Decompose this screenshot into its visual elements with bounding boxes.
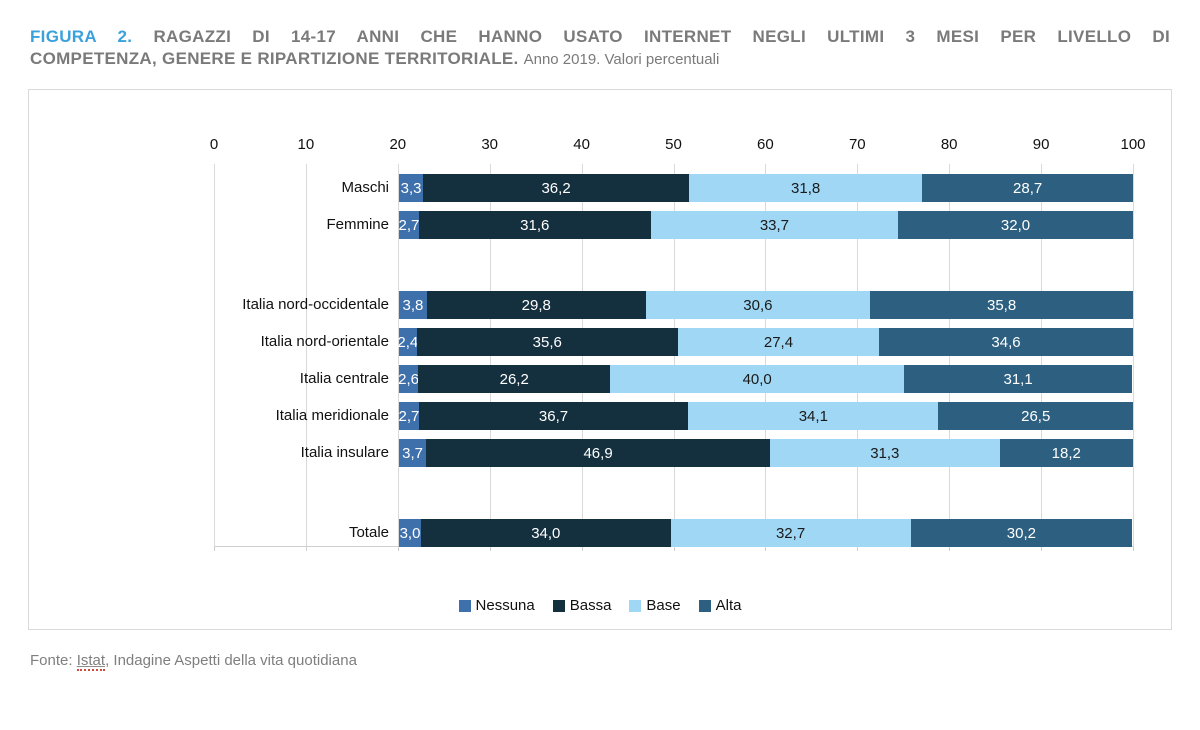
legend-swatch-icon: [552, 599, 565, 612]
row-spacer: [214, 476, 1133, 519]
x-tick-label: 10: [297, 136, 315, 153]
bar-segment-bassa: 36,7: [418, 402, 689, 430]
bar-row: Italia centrale 2,6 26,2 40,0 31,1: [214, 365, 1133, 393]
row-label: Femmine: [326, 216, 389, 233]
x-tick-label: 30: [481, 136, 499, 153]
legend-item-alta: Alta: [698, 597, 742, 614]
bar-segment-alta: 26,5: [938, 402, 1133, 430]
x-tick-label: 60: [757, 136, 774, 153]
x-tick-label: 80: [940, 136, 958, 153]
bar-segment-bassa: 34,0: [421, 519, 671, 547]
source-rest: , Indagine Aspetti della vita quotidiana: [105, 652, 357, 669]
x-tick-label: 50: [665, 136, 682, 153]
bar-segment-nessuna: 2,7: [398, 402, 419, 430]
row-label: Maschi: [341, 179, 389, 196]
bar-segment-alta: 28,7: [922, 174, 1133, 202]
bar-row: Italia insulare 3,7 46,9 31,3 18,2: [214, 439, 1133, 467]
bar-segment-base: 31,3: [770, 439, 1000, 467]
x-tick-label: 90: [1032, 136, 1050, 153]
bar-row: Totale 3,0 34,0 32,7 30,2: [214, 519, 1133, 547]
bar-row: Italia meridionale 2,7 36,7 34,1 26,5: [214, 402, 1133, 430]
bar-track: 3,7 46,9 31,3 18,2: [399, 439, 1133, 467]
bar-segment-bassa: 29,8: [426, 291, 646, 319]
title-text-1: RAGAZZI DI 14-17 ANNI CHE HANNO USATO IN…: [153, 27, 1170, 46]
title-text-2: COMPETENZA, GENERE E RIPARTIZIONE TERRIT…: [30, 49, 519, 68]
bar-segment-alta: 35,8: [870, 291, 1133, 319]
bar-row: Femmine 2,7 31,6 33,7 32,0: [214, 211, 1133, 239]
bar-row: Italia nord-orientale 2,4 35,6 27,4 34,6: [214, 328, 1133, 356]
bar-segment-base: 31,8: [688, 174, 923, 202]
row-label: Italia centrale: [299, 370, 389, 387]
chart-panel: 0 10 20 30 40 50 60 70 80 90 100 Maschi 3,3 36,2 31,8…: [28, 89, 1172, 630]
bar-segment-base: 32,7: [670, 519, 911, 547]
gridline: [1133, 164, 1134, 546]
bar-segment-base: 27,4: [677, 328, 880, 356]
source-prefix: Fonte:: [30, 652, 77, 669]
figure-number: FIGURA 2.: [30, 27, 133, 46]
legend-item-bassa: Bassa: [552, 597, 612, 614]
bar-segment-nessuna: 2,4: [397, 328, 418, 356]
bar-segment-nessuna: 3,8: [399, 291, 427, 319]
figure-title: FIGURA 2. RAGAZZI DI 14-17 ANNI CHE HANN…: [30, 26, 1170, 71]
bar-segment-bassa: 26,2: [418, 365, 611, 393]
bar-segment-bassa: 31,6: [418, 211, 651, 239]
row-label: Italia nord-occidentale: [242, 296, 389, 313]
axis-tick: [1133, 546, 1134, 551]
bar-segment-nessuna: 2,6: [398, 365, 419, 393]
title-line-1: FIGURA 2. RAGAZZI DI 14-17 ANNI CHE HANN…: [30, 26, 1170, 48]
bar-segment-alta: 32,0: [898, 211, 1133, 239]
bar-track: 3,8 29,8 30,6 35,8: [399, 291, 1133, 319]
x-tick-label: 70: [848, 136, 866, 153]
bar-row: Maschi 3,3 36,2 31,8 28,7: [214, 174, 1133, 202]
legend-label: Nessuna: [475, 597, 535, 614]
bar-segment-bassa: 46,9: [426, 439, 771, 467]
legend-swatch-icon: [458, 599, 471, 612]
bar-segment-alta: 34,6: [879, 328, 1133, 356]
legend: Nessuna Bassa Base Alta: [29, 597, 1171, 614]
bar-track: 3,0 34,0 32,7 30,2: [399, 519, 1133, 547]
bar-track: 2,7 36,7 34,1 26,5: [398, 402, 1133, 430]
x-tick-label: 100: [1120, 136, 1146, 153]
row-spacer: [214, 248, 1133, 291]
legend-label: Alta: [715, 597, 742, 614]
x-tick-label: 20: [389, 136, 407, 153]
legend-item-nessuna: Nessuna: [458, 597, 535, 614]
row-label: Italia nord-orientale: [260, 333, 389, 350]
bar-track: 2,6 26,2 40,0 31,1: [398, 365, 1133, 393]
legend-label: Base: [646, 597, 681, 614]
bar-segment-base: 40,0: [610, 365, 904, 393]
x-axis: 0 10 20 30 40 50 60 70 80 90 100: [210, 136, 1146, 164]
bar-segment-base: 34,1: [688, 402, 939, 430]
x-tick-label: 0: [209, 136, 219, 153]
legend-item-base: Base: [629, 597, 681, 614]
bar-segment-alta: 31,1: [903, 365, 1133, 393]
legend-swatch-icon: [698, 599, 711, 612]
bar-segment-nessuna: 2,7: [398, 211, 419, 239]
title-line-2: COMPETENZA, GENERE E RIPARTIZIONE TERRIT…: [30, 48, 1170, 71]
subtitle: Anno 2019. Valori percentuali: [523, 51, 720, 68]
bar-segment-bassa: 35,6: [416, 328, 678, 356]
legend-swatch-icon: [629, 599, 642, 612]
plot-area: Maschi 3,3 36,2 31,8 28,7 Femmine 2,7 31,6 33,7 3…: [29, 164, 1171, 551]
x-tick-label: 40: [573, 136, 590, 153]
bar-segment-base: 30,6: [645, 291, 871, 319]
row-label: Italia meridionale: [275, 407, 389, 424]
bar-row: Italia nord-occidentale 3,8 29,8 30,6 35,8: [214, 291, 1133, 319]
bar-segment-nessuna: 3,3: [399, 174, 424, 202]
bar-segment-alta: 30,2: [910, 519, 1133, 547]
bar-segment-nessuna: 3,0: [399, 519, 422, 547]
bar-segment-base: 33,7: [650, 211, 899, 239]
bar-segment-nessuna: 3,7: [399, 439, 427, 467]
row-label: Italia insulare: [300, 444, 389, 461]
bar-segment-alta: 18,2: [999, 439, 1133, 467]
bar-track: 2,7 31,6 33,7 32,0: [398, 211, 1133, 239]
legend-label: Bassa: [569, 597, 612, 614]
page: FIGURA 2. RAGAZZI DI 14-17 ANNI CHE HANN…: [0, 26, 1200, 730]
row-label: Totale: [348, 524, 389, 541]
istat-link[interactable]: Istat: [76, 652, 106, 671]
bar-segment-bassa: 36,2: [423, 174, 689, 202]
bar-track: 3,3 36,2 31,8 28,7: [399, 174, 1133, 202]
bar-track: 2,4 35,6 27,4 34,6: [397, 328, 1133, 356]
source-note: Fonte: Istat, Indagine Aspetti della vit…: [30, 652, 1170, 671]
